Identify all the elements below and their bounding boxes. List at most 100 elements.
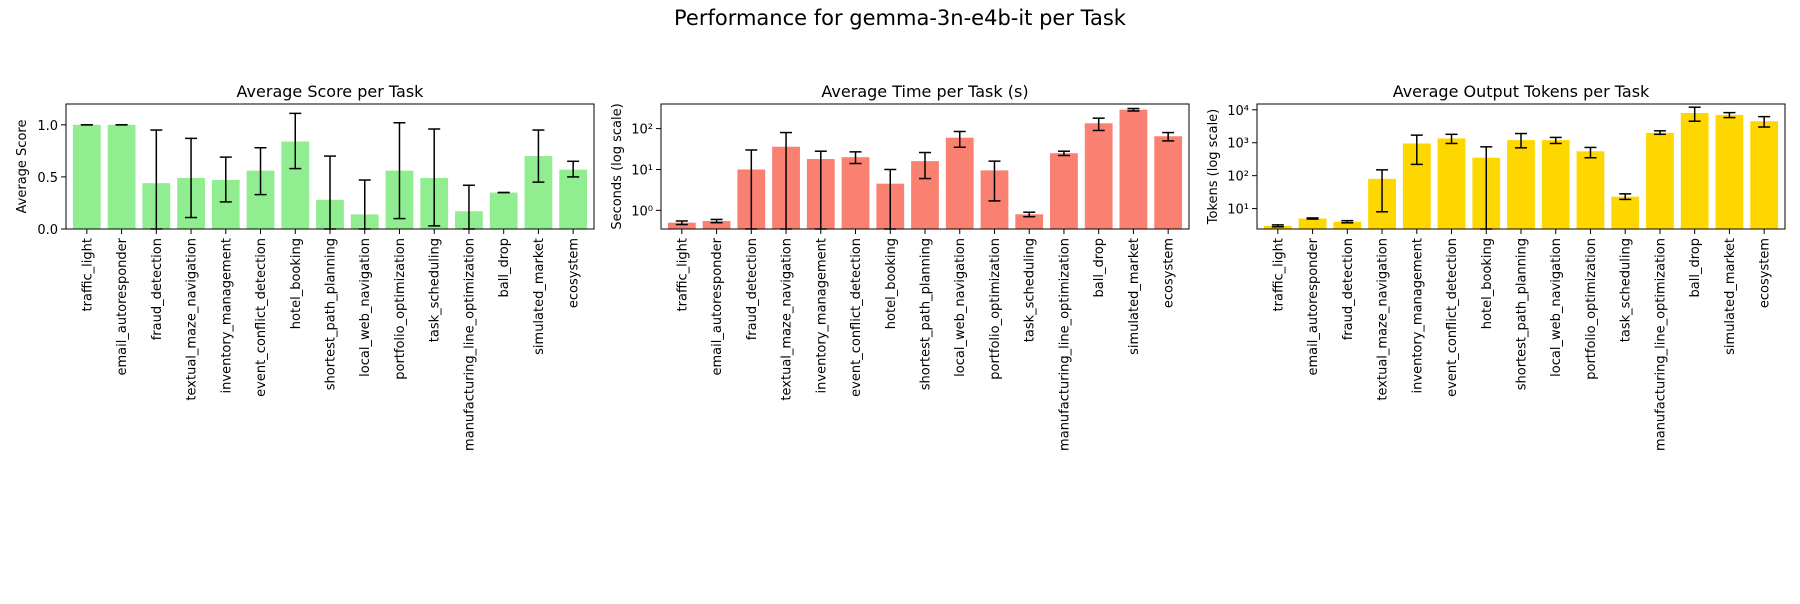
errorbar-event_conflict_detection [1445,133,1458,145]
errorbar-ball_drop [1092,117,1105,132]
y-tick-label: 10⁰ [631,204,653,219]
bar-traffic_light [72,124,101,229]
x-tick-label-email_autoresponder: email_autoresponder [1306,237,1321,375]
errorbar-portfolio_optimization [393,122,406,220]
x-tick-label-email_autoresponder: email_autoresponder [115,237,130,375]
x-tick-label-email_autoresponder: email_autoresponder [710,237,725,375]
x-tick-label-shortest_path_planning: shortest_path_planning [324,238,339,390]
bar-task_scheduling [1611,196,1640,229]
bar-ball_drop [489,192,518,229]
bar-event_conflict_detection [1437,138,1466,229]
errorbar-hotel_booking [289,112,302,170]
x-tick-label-textual_maze_navigation: textual_maze_navigation [1376,238,1391,401]
errorbar-email_autoresponder [710,218,723,224]
chart-1: 0.0 0.5 1.0 traffic_light email_autoresponde… [15,82,595,451]
y-tick-label: 10² [1227,170,1249,185]
errorbar-portfolio_optimization [1584,146,1597,159]
figure-title: Performance for gemma-3n-e4b-it per Task [674,6,1126,30]
errorbar-manufacturing_line_optimization [1653,130,1666,136]
x-tick-label-textual_maze_navigation: textual_maze_navigation [780,238,795,401]
x-tick-label-ball_drop: ball_drop [1688,238,1703,297]
errorbar-event_conflict_detection [849,151,862,165]
x-tick-label-task_scheduling: task_scheduling [1023,238,1038,342]
y-axis-label: Tokens (log scale) [1206,109,1221,225]
x-tick-label-manufacturing_line_optimization: manufacturing_line_optimization [1653,238,1668,451]
errorbar-ecosystem [1162,131,1175,142]
y-axis-label: Average Score [15,120,30,214]
errorbar-shortest_path_planning [1515,132,1527,149]
bar-ball_drop [1680,112,1709,229]
x-tick-label-traffic_light: traffic_light [675,238,690,311]
x-tick-label-shortest_path_planning: shortest_path_planning [919,238,934,390]
x-tick-label-manufacturing_line_optimization: manufacturing_line_optimization [462,238,477,451]
bar-local_web_navigation [945,137,974,229]
x-tick-label-simulated_market: simulated_market [1723,238,1738,355]
y-tick-label: 10¹ [631,163,653,178]
bar-email_autoresponder [702,220,731,229]
errorbar-simulated_market [1127,107,1140,112]
bar-portfolio_optimization [1576,151,1605,229]
x-tick-label-ecosystem: ecosystem [567,238,582,308]
x-tick-label-portfolio_optimization: portfolio_optimization [393,238,408,380]
bar-email_autoresponder [107,124,136,229]
x-tick-label-traffic_light: traffic_light [1271,238,1286,311]
x-tick-label-event_conflict_detection: event_conflict_detection [849,238,864,397]
x-tick-label-inventory_management: inventory_management [814,238,829,393]
errorbar-email_autoresponder [1306,217,1319,220]
errorbar-ball_drop [1688,106,1701,122]
x-tick-label-task_scheduling: task_scheduling [428,238,443,342]
errorbar-fraud_detection [1341,219,1354,224]
errorbar-ecosystem [1758,115,1771,128]
x-tick-label-ecosystem: ecosystem [1758,238,1773,308]
errorbar-inventory_management [219,156,232,203]
x-tick-label-inventory_management: inventory_management [219,238,234,393]
x-tick-label-manufacturing_line_optimization: manufacturing_line_optimization [1057,238,1072,451]
y-tick-label: 0.5 [37,171,58,186]
x-tick-label-hotel_booking: hotel_booking [289,238,304,329]
errorbar-traffic_light [1271,224,1284,228]
x-tick-label-traffic_light: traffic_light [80,238,95,311]
bar-manufacturing_line_optimization [1646,132,1674,229]
x-tick-label-shortest_path_planning: shortest_path_planning [1515,238,1530,390]
errorbar-simulated_market [1723,111,1736,119]
bar-ecosystem [1154,136,1183,229]
x-tick-label-hotel_booking: hotel_booking [884,238,899,329]
x-tick-label-textual_maze_navigation: textual_maze_navigation [185,238,200,401]
bar-fraud_detection [1333,221,1362,229]
x-tick-label-event_conflict_detection: event_conflict_detection [1445,238,1460,397]
errorbar-task_scheduling [1619,193,1632,201]
y-tick-label: 10¹ [1227,203,1249,218]
errorbar-ecosystem [567,160,580,178]
chart-title: Average Output Tokens per Task [1393,82,1650,101]
x-tick-label-simulated_market: simulated_market [532,238,547,355]
x-tick-label-local_web_navigation: local_web_navigation [1549,238,1564,377]
bar-email_autoresponder [1298,218,1327,229]
errorbar-local_web_navigation [953,130,966,148]
bar-ball_drop [1084,123,1113,229]
x-tick-label-ecosystem: ecosystem [1162,238,1177,308]
chart-title: Average Score per Task [237,82,425,101]
errorbar-shortest_path_planning [919,151,931,180]
errorbar-traffic_light [675,220,688,226]
errorbar-task_scheduling [1023,211,1036,218]
errorbar-task_scheduling [428,128,441,227]
errorbar-portfolio_optimization [988,160,1001,202]
bar-ecosystem [1750,121,1779,229]
bar-simulated_market [1715,114,1744,229]
bar-simulated_market [1119,109,1148,229]
errorbar-textual_maze_navigation [1376,169,1389,213]
errorbar-textual_maze_navigation [185,137,198,219]
bar-shortest_path_planning [1507,140,1535,229]
bar-task_scheduling [1015,214,1044,229]
y-tick-label: 10³ [1227,137,1249,152]
chart-title: Average Time per Task (s) [821,82,1028,101]
bar-local_web_navigation [1541,140,1570,229]
x-tick-label-local_web_navigation: local_web_navigation [953,238,968,377]
errorbar-local_web_navigation [1549,136,1562,145]
chart-2: 10⁰ 10¹ 10² traffic_light email_autoresponde… [610,82,1190,451]
bar-manufacturing_line_optimization [1050,153,1078,229]
bar-ecosystem [559,169,588,229]
errorbar-inventory_management [1410,134,1423,166]
